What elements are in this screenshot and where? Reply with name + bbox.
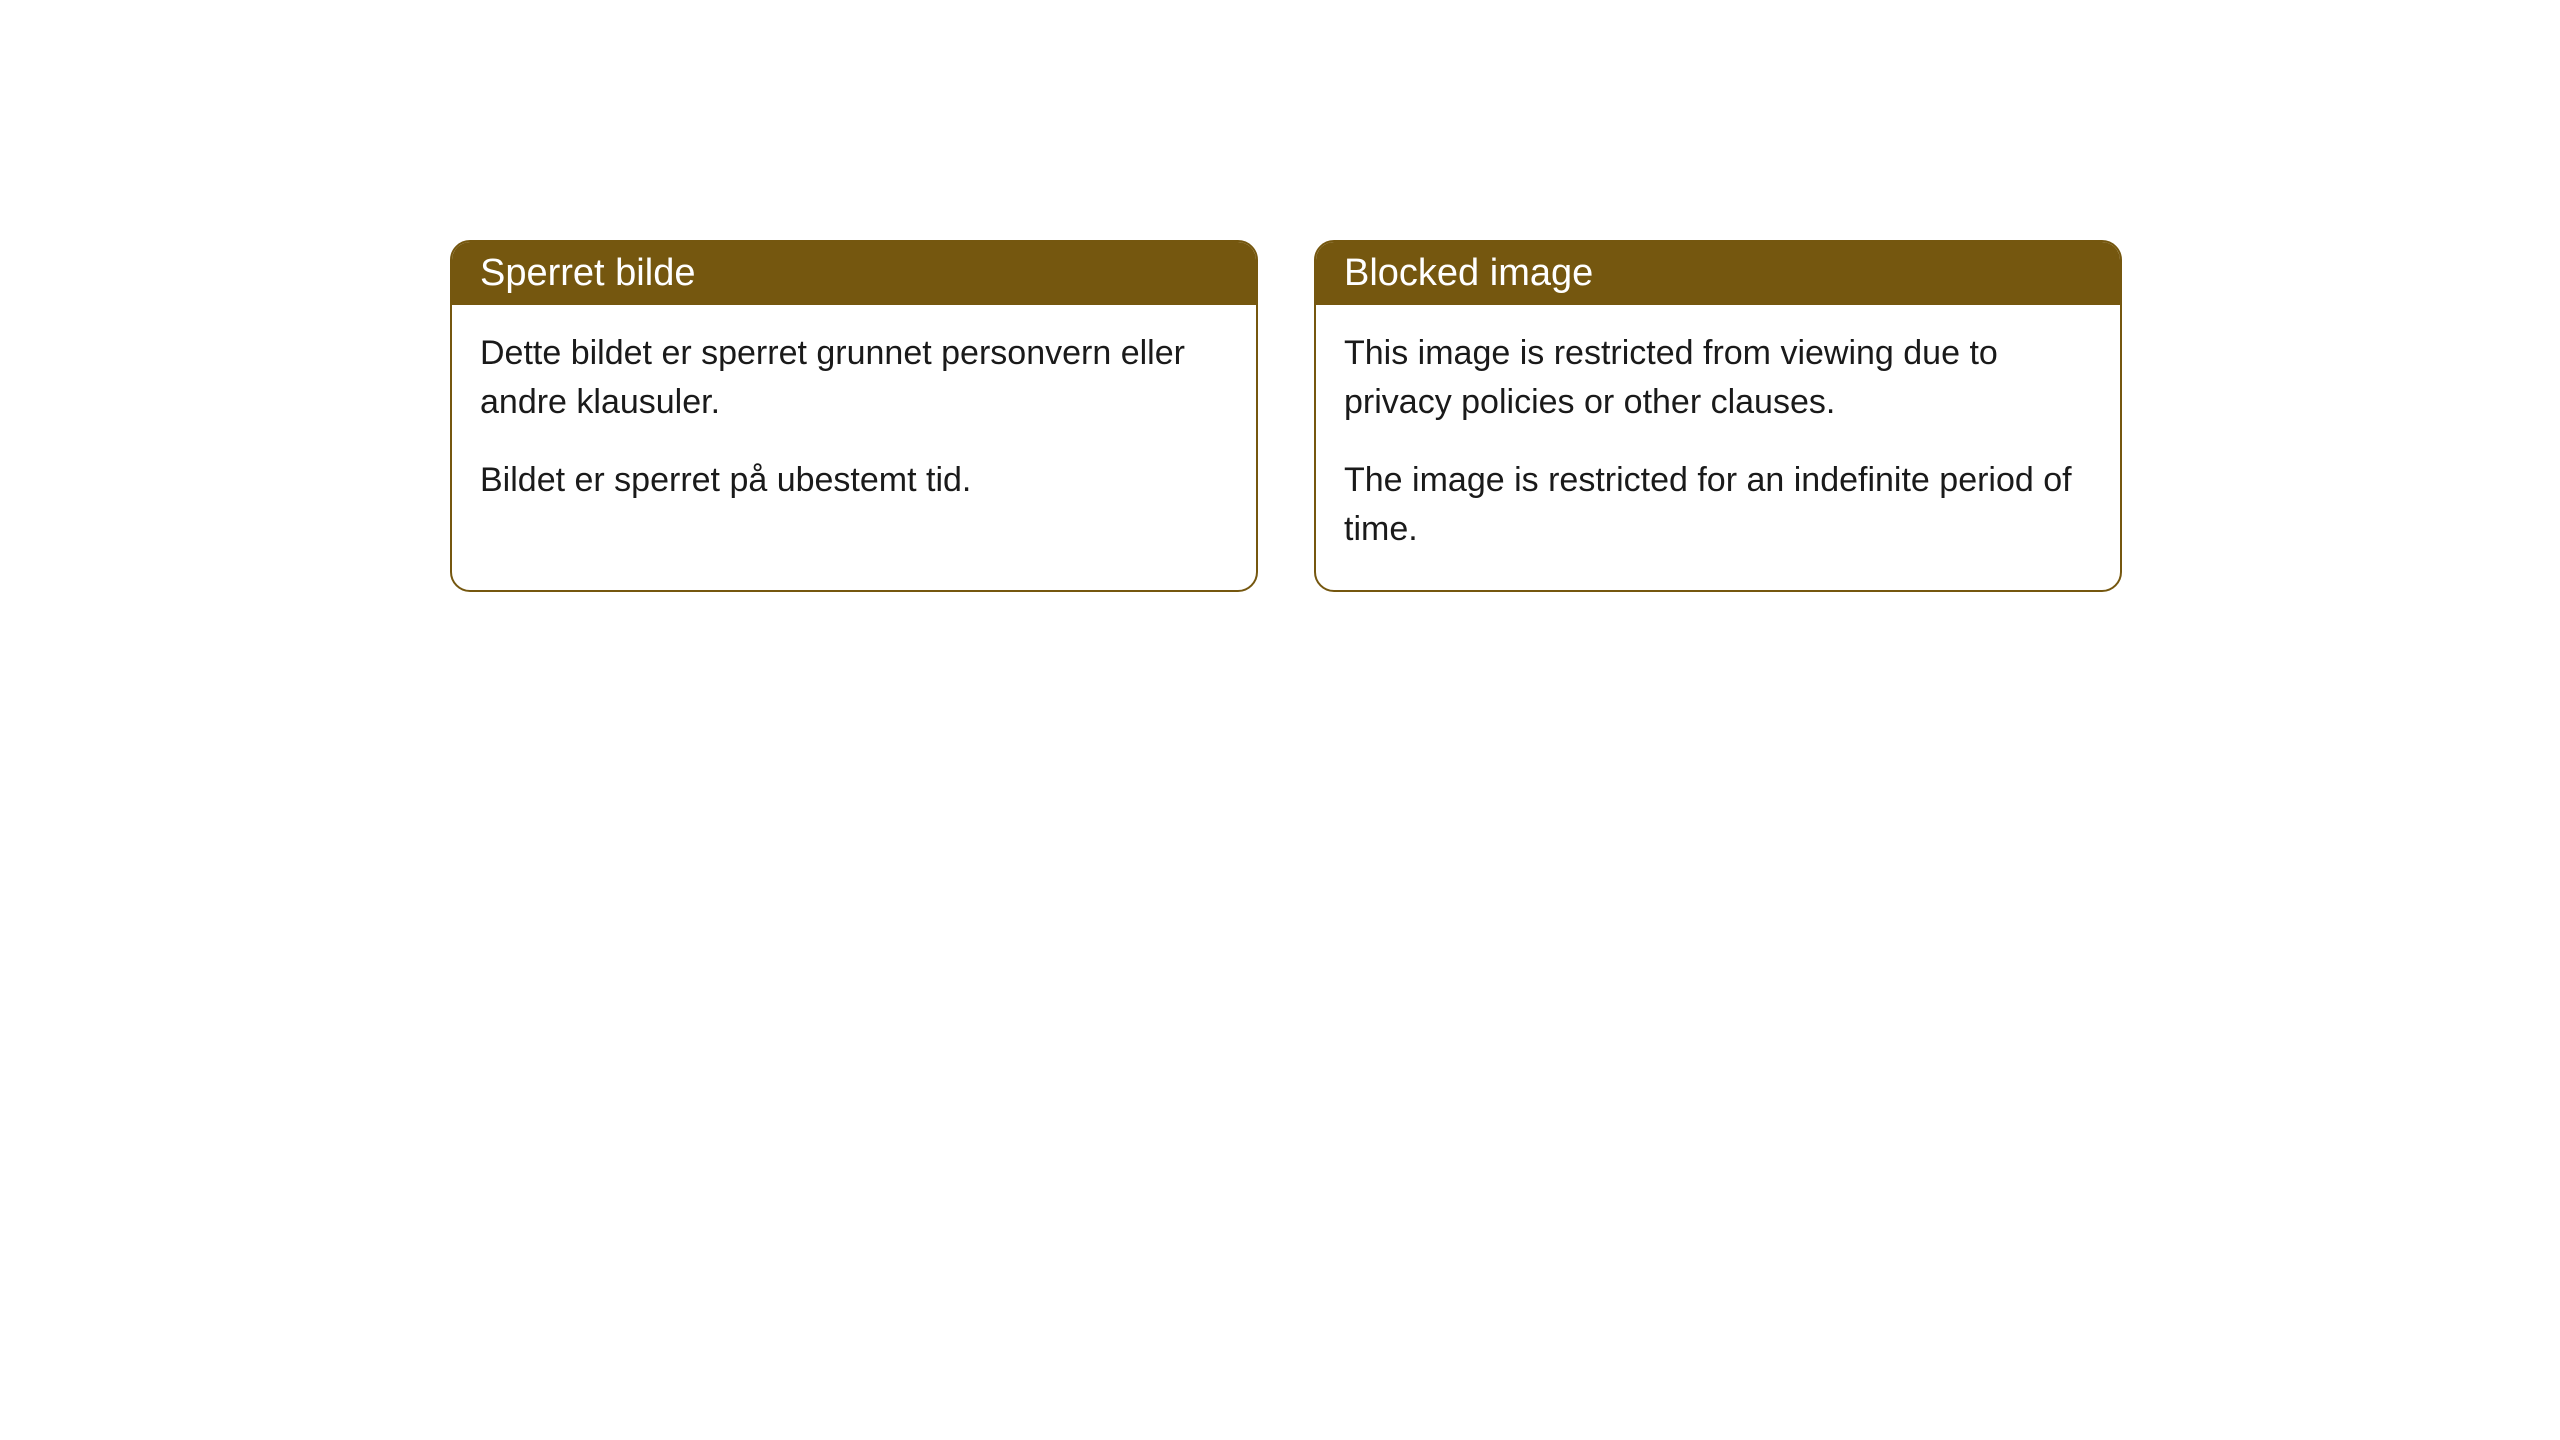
notice-card-norwegian: Sperret bilde Dette bildet er sperret gr… [450,240,1258,592]
card-body-norwegian: Dette bildet er sperret grunnet personve… [452,305,1256,541]
notice-cards-container: Sperret bilde Dette bildet er sperret gr… [450,240,2122,592]
card-body-english: This image is restricted from viewing du… [1316,305,2120,590]
card-paragraph: Bildet er sperret på ubestemt tid. [480,456,1228,505]
card-header-norwegian: Sperret bilde [452,242,1256,305]
card-paragraph: The image is restricted for an indefinit… [1344,456,2092,555]
card-header-english: Blocked image [1316,242,2120,305]
notice-card-english: Blocked image This image is restricted f… [1314,240,2122,592]
card-paragraph: This image is restricted from viewing du… [1344,329,2092,428]
card-paragraph: Dette bildet er sperret grunnet personve… [480,329,1228,428]
